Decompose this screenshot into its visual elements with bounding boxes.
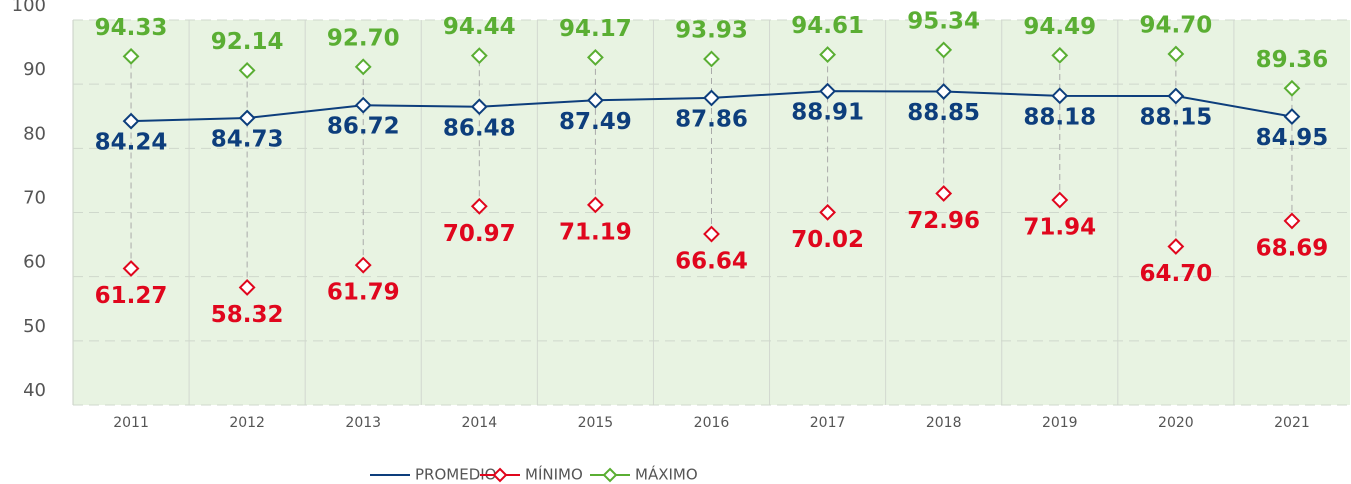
y-tick-label: 90 <box>23 59 46 80</box>
legend-label: MÁXIMO <box>635 465 698 484</box>
point-marker <box>470 98 488 116</box>
data-label: 64.70 <box>1139 261 1212 287</box>
point-marker <box>238 279 256 296</box>
data-label: 68.69 <box>1256 235 1329 261</box>
x-tick-label: 2013 <box>345 415 381 431</box>
point-marker <box>238 109 256 127</box>
point-marker <box>703 89 720 107</box>
data-label: 61.27 <box>95 283 168 309</box>
x-tick-label: 2016 <box>694 415 730 431</box>
data-label: 70.97 <box>443 221 516 247</box>
x-tick-label: 2011 <box>113 415 149 431</box>
x-tick-label: 2019 <box>1042 415 1078 431</box>
point-marker <box>1167 87 1185 105</box>
legend-label: MÍNIMO <box>525 465 583 484</box>
data-label: 92.14 <box>211 29 284 55</box>
data-label: 92.70 <box>327 25 400 51</box>
data-label: 84.95 <box>1256 125 1329 151</box>
point-marker <box>935 41 953 59</box>
y-tick-label: 80 <box>23 123 46 144</box>
y-tick-label: 50 <box>23 316 46 337</box>
data-label: 88.85 <box>907 100 980 126</box>
x-tick-label: 2012 <box>229 415 265 431</box>
x-tick-label: 2015 <box>578 415 614 431</box>
point-marker <box>354 96 372 114</box>
point-marker <box>470 47 488 65</box>
point-marker <box>1051 46 1069 64</box>
point-marker <box>703 50 720 68</box>
data-label: 93.93 <box>675 17 748 43</box>
data-label: 88.18 <box>1023 104 1096 130</box>
data-label: 94.61 <box>791 13 864 39</box>
legend-label: PROMEDIO <box>415 466 496 484</box>
data-label: 58.32 <box>211 302 284 328</box>
point-marker <box>238 62 256 79</box>
point-marker <box>122 112 140 130</box>
point-marker <box>354 58 372 76</box>
point-marker <box>354 256 372 274</box>
point-marker <box>122 47 140 65</box>
data-label: 87.49 <box>559 109 632 135</box>
point-marker <box>586 196 604 214</box>
data-label: 84.73 <box>211 126 284 152</box>
point-marker <box>1283 212 1301 230</box>
x-tick-label: 2018 <box>926 415 962 431</box>
data-label: 87.86 <box>675 106 748 132</box>
point-marker <box>703 225 720 243</box>
y-tick-label: 60 <box>23 252 46 273</box>
point-marker <box>1283 79 1301 97</box>
point-marker <box>935 185 953 202</box>
point-marker <box>819 82 837 100</box>
data-label: 94.49 <box>1023 14 1096 40</box>
point-marker <box>819 203 837 221</box>
point-marker <box>935 83 953 100</box>
point-marker <box>586 48 604 66</box>
point-marker <box>470 197 488 215</box>
data-label: 86.48 <box>443 115 516 141</box>
point-marker <box>586 91 604 109</box>
y-tick-label: 40 <box>23 380 46 401</box>
legend-swatch <box>602 467 618 483</box>
point-marker <box>1167 238 1185 255</box>
data-label: 70.02 <box>791 227 864 253</box>
point-marker <box>1051 87 1069 105</box>
y-tick-label: 70 <box>23 188 46 209</box>
point-marker <box>1167 45 1185 63</box>
data-label: 89.36 <box>1256 47 1329 73</box>
legend-swatch <box>492 467 508 483</box>
point-marker <box>1283 108 1301 125</box>
point-marker <box>819 46 837 64</box>
data-label: 95.34 <box>907 8 980 34</box>
data-label: 71.19 <box>559 219 632 245</box>
point-marker <box>122 260 140 277</box>
data-label: 71.94 <box>1023 215 1096 241</box>
data-label: 72.96 <box>907 208 980 234</box>
data-label: 86.72 <box>327 114 400 140</box>
x-tick-label: 2017 <box>810 415 846 431</box>
data-label: 88.91 <box>791 100 864 126</box>
x-tick-label: 2014 <box>461 415 497 431</box>
data-label: 94.17 <box>559 16 632 42</box>
x-tick-label: 2020 <box>1158 415 1194 431</box>
data-label: 94.44 <box>443 14 516 40</box>
point-marker <box>1051 191 1069 209</box>
y-tick-label: 100 <box>12 0 46 16</box>
x-tick-label: 2021 <box>1274 415 1310 431</box>
data-label: 66.64 <box>675 249 748 275</box>
data-label: 84.24 <box>95 130 168 156</box>
data-label: 94.33 <box>95 15 168 41</box>
data-label: 88.15 <box>1139 105 1212 131</box>
data-label: 94.70 <box>1139 13 1212 39</box>
data-label: 61.79 <box>327 280 400 306</box>
